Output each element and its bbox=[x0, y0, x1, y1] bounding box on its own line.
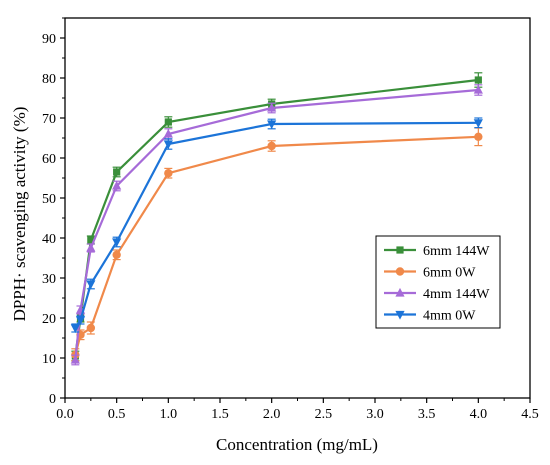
legend-marker bbox=[395, 267, 405, 276]
y-tick-label: 40 bbox=[42, 232, 56, 247]
data-point bbox=[267, 120, 277, 130]
legend-label: 4mm 0W bbox=[423, 309, 476, 324]
y-tick-label: 70 bbox=[42, 112, 56, 127]
data-point bbox=[267, 141, 276, 151]
data-point bbox=[70, 354, 80, 364]
data-point bbox=[164, 118, 172, 126]
x-axis-title: Concentration (mg/mL) bbox=[216, 435, 378, 454]
data-point bbox=[112, 250, 121, 259]
legend-marker bbox=[395, 310, 405, 320]
data-point bbox=[164, 169, 173, 178]
x-tick-label: 4.0 bbox=[470, 407, 488, 422]
data-point bbox=[267, 102, 277, 112]
data-point bbox=[112, 180, 122, 190]
legend-item: 6mm 0W bbox=[384, 266, 476, 281]
data-point bbox=[70, 324, 80, 334]
data-point bbox=[112, 238, 122, 248]
data-point bbox=[473, 84, 483, 94]
data-point bbox=[75, 316, 86, 326]
x-tick-label: 3.0 bbox=[366, 407, 384, 422]
legend-item: 6mm 144W bbox=[384, 244, 490, 259]
legend-label: 4mm 144W bbox=[423, 287, 490, 302]
data-point bbox=[474, 132, 483, 141]
y-tick-label: 0 bbox=[49, 392, 56, 407]
legend-marker bbox=[395, 287, 405, 297]
x-tick-label: 2.5 bbox=[315, 407, 333, 422]
x-tick-label: 1.0 bbox=[160, 407, 178, 422]
x-tick-label: 1.5 bbox=[211, 407, 229, 422]
series-2 bbox=[70, 84, 483, 366]
y-tick-label: 10 bbox=[42, 352, 56, 367]
series-3 bbox=[70, 117, 483, 334]
legend-item: 4mm 144W bbox=[384, 287, 490, 302]
data-point bbox=[473, 119, 483, 128]
data-point bbox=[87, 236, 95, 244]
y-axis-title: DPPH· scavenging activity (%) bbox=[10, 107, 29, 322]
data-point bbox=[86, 280, 96, 290]
legend-label: 6mm 144W bbox=[423, 244, 490, 259]
y-tick-label: 80 bbox=[42, 72, 56, 87]
x-tick-label: 0.5 bbox=[108, 407, 126, 422]
y-tick-label: 20 bbox=[42, 312, 56, 327]
y-tick-label: 50 bbox=[42, 192, 56, 207]
data-point bbox=[113, 168, 121, 176]
y-tick-label: 60 bbox=[42, 152, 56, 167]
x-tick-label: 2.0 bbox=[263, 407, 281, 422]
x-tick-label: 4.5 bbox=[521, 407, 539, 422]
legend-marker bbox=[396, 246, 404, 254]
data-point bbox=[163, 128, 173, 138]
data-point bbox=[86, 242, 96, 252]
data-point bbox=[86, 323, 96, 333]
x-tick-label: 0.0 bbox=[56, 407, 74, 422]
x-tick-label: 3.5 bbox=[418, 407, 436, 422]
data-point bbox=[474, 76, 482, 84]
legend-item: 4mm 0W bbox=[384, 309, 476, 324]
data-point bbox=[163, 140, 173, 150]
legend-label: 6mm 0W bbox=[423, 266, 476, 281]
y-tick-label: 90 bbox=[42, 32, 56, 47]
y-tick-label: 30 bbox=[42, 272, 56, 287]
